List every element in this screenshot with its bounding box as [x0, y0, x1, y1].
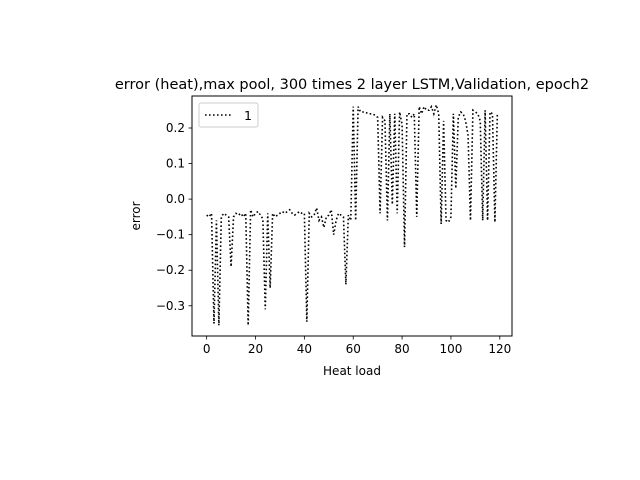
plot-area	[206, 101, 499, 326]
x-axis: 0 20 40 60 80 100 120	[203, 336, 511, 356]
x-tick-label: 100	[439, 342, 462, 356]
x-tick-label: 80	[394, 342, 409, 356]
series-line	[206, 101, 499, 326]
x-tick-label: 60	[346, 342, 361, 356]
y-tick-label: 0.1	[166, 157, 185, 171]
x-axis-label: Heat load	[323, 364, 381, 378]
chart-title: error (heat),max pool, 300 times 2 layer…	[115, 77, 589, 93]
y-tick-label: 0.0	[166, 192, 185, 206]
x-tick-label: 20	[248, 342, 263, 356]
x-tick-label: 120	[488, 342, 511, 356]
legend: 1	[198, 102, 259, 128]
y-tick-label: 0.2	[166, 121, 185, 135]
x-tick-label: 0	[203, 342, 211, 356]
y-tick-label: −0.3	[156, 299, 185, 313]
legend-box	[198, 102, 259, 128]
y-tick-label: −0.2	[156, 263, 185, 277]
y-axis: −0.3 −0.2 −0.1 0.0 0.1 0.2	[156, 121, 192, 313]
legend-label: 1	[244, 108, 252, 123]
axes-frame	[191, 95, 513, 337]
x-tick-label: 40	[297, 342, 312, 356]
y-tick-label: −0.1	[156, 228, 185, 242]
y-axis-label: error	[129, 201, 143, 230]
